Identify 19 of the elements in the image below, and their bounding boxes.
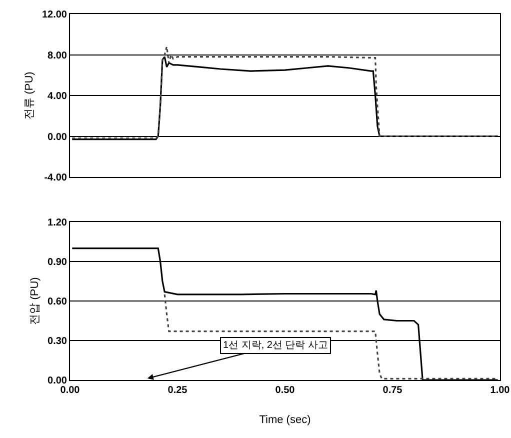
x-tick-label: 0.75 [382, 385, 403, 396]
x-tick-label: 0.50 [275, 385, 296, 396]
y-axis-title: 전압 (PU) [29, 277, 42, 325]
x-tick-label: 0.25 [168, 385, 188, 396]
y-tick-label: 4.00 [48, 91, 68, 102]
y-tick-label: 0.00 [48, 132, 68, 143]
y-tick-label: 0.30 [48, 336, 68, 347]
y-tick-label: -4.00 [44, 172, 68, 184]
x-tick-label: 1.00 [490, 385, 510, 396]
y-tick-label: 0.00 [48, 376, 68, 386]
y-axis-title: 전류 (PU) [24, 72, 36, 120]
annotation: 1선 지락, 2선 단락 사고 [223, 340, 328, 351]
y-tick-label: 0.60 [48, 296, 68, 308]
y-tick-label: 0.90 [48, 257, 68, 268]
y-tick-label: 12.00 [42, 10, 68, 20]
x-tick-label: 0.00 [60, 385, 80, 396]
y-tick-label: 8.00 [48, 50, 68, 62]
x-axis-title: Time (sec) [259, 414, 311, 426]
y-tick-label: 1.20 [48, 218, 68, 228]
